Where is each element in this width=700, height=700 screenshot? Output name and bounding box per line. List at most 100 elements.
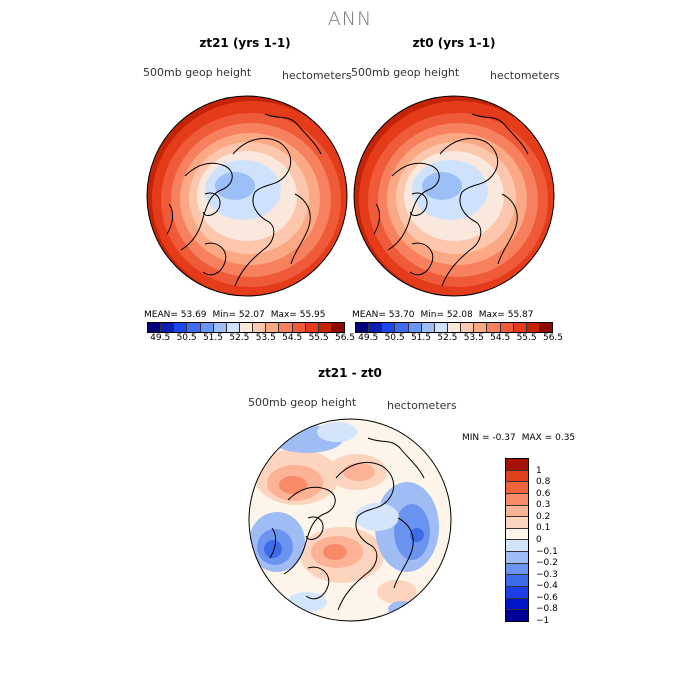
- diff-title: zt21 - zt0: [318, 366, 382, 380]
- panel-1-colorbar-tick-label: 55.5: [308, 333, 329, 343]
- diff-colorbar: [505, 458, 529, 622]
- diff-colorbar-swatch: [506, 470, 528, 483]
- panel-2-colorbar-tick-label: 53.5: [463, 333, 484, 343]
- panel-1-units: hectometers: [282, 69, 352, 82]
- diff-colorbar-tick-label: −0.3: [536, 569, 558, 580]
- diff-colorbar-swatch: [506, 587, 528, 599]
- coastline: [367, 437, 425, 479]
- diff-max: MAX = 0.35: [521, 433, 576, 443]
- diff-colorbar-swatch: [506, 552, 528, 564]
- panel-2-colorbar-swatch: [421, 323, 435, 332]
- panel-1-colorbar-swatch: [331, 323, 345, 332]
- coastline: [409, 242, 434, 276]
- coastline: [269, 527, 277, 559]
- panel-1-colorbar-swatch: [226, 323, 240, 332]
- coastline: [305, 566, 330, 600]
- panel-2-colorbar-swatch: [500, 323, 514, 332]
- diff-colorbar-swatch: [506, 610, 528, 621]
- map-boundary: [353, 95, 555, 297]
- panel-1-colorbar-tick-label: 54.5: [282, 333, 303, 343]
- panel-1-colorbar-tick-label: 56.5: [334, 333, 356, 343]
- panel-1-colorbar: 49.5 50.5 51.5 52.5 53.5 54.5 55.5 56.5: [147, 322, 355, 343]
- diff-colorbar-swatch: [506, 528, 528, 541]
- map-boundary: [248, 418, 452, 622]
- diff-colorbar-tick-label: 0.3: [536, 500, 551, 511]
- coastline: [335, 462, 395, 517]
- anomaly-region: [317, 422, 357, 442]
- diff-stats: MIN = -0.37 MAX = 0.35: [462, 433, 575, 443]
- coastline: [337, 515, 378, 611]
- anomaly-region: [388, 601, 416, 617]
- diff-colorbar-swatch: [506, 575, 528, 588]
- panel-1-colorbar-swatch: [174, 323, 188, 332]
- coastline: [234, 191, 275, 287]
- diff-colorbar-tick-label: 1: [536, 465, 542, 476]
- figure-title: ANN: [327, 8, 373, 30]
- coastline: [232, 138, 292, 193]
- panel-2-mean: MEAN= 53.70: [352, 310, 415, 320]
- panel-1-colorbar-swatch: [279, 323, 293, 332]
- diff-colorbar-tick-label: −0.4: [536, 581, 558, 592]
- panel-1-map: [145, 94, 349, 298]
- panel-2-colorbar-tick-label: 52.5: [437, 333, 458, 343]
- panel-2-colorbar-ticks: 49.5 50.5 51.5 52.5 53.5 54.5 55.5 56.5: [355, 333, 563, 343]
- panel-1-max: Max= 55.95: [270, 310, 326, 320]
- diff-colorbar-swatch: [506, 459, 528, 471]
- diff-polar-map: [248, 418, 452, 622]
- coastline: [497, 193, 518, 265]
- anomaly-region: [264, 540, 282, 558]
- diff-colorbar-tick-label: −0.8: [536, 604, 558, 615]
- panel-2-polar-map: [353, 95, 555, 297]
- panel-2-colorbar-swatch: [434, 323, 448, 332]
- panel-1-colorbar-swatch: [292, 323, 306, 332]
- panel-2-colorbar-swatch: [356, 323, 370, 332]
- panel-2-colorbar-swatch: [382, 323, 396, 332]
- diff-colorbar-swatches: [505, 458, 529, 622]
- diff-colorbar-swatch: [506, 482, 528, 494]
- coastline: [290, 193, 311, 265]
- panel-2-map: [352, 94, 556, 298]
- panel-1-colorbar-tick-label: 49.5: [150, 333, 171, 343]
- anomaly-region: [287, 592, 327, 612]
- panel-2-colorbar-tick-label: 55.5: [516, 333, 537, 343]
- diff-colorbar-tick-label: 0: [536, 535, 542, 545]
- diff-colorbar-swatch: [506, 505, 528, 518]
- panel-1-colorbar-swatch: [148, 323, 162, 332]
- anomaly-region: [279, 476, 307, 494]
- panel-1-colorbar-tick-label: 51.5: [202, 333, 224, 343]
- panel-2-colorbar-swatch: [539, 323, 553, 332]
- panel-2-colorbar-swatch: [513, 323, 527, 332]
- coastline: [202, 242, 227, 276]
- panel-1-variable: 500mb geop height: [143, 66, 252, 79]
- diff-colorbar-tick-label: 0.8: [536, 477, 551, 488]
- anomaly-region: [377, 580, 417, 604]
- panel-1-colorbar-swatches: [147, 322, 345, 333]
- panel-1-colorbar-ticks: 49.5 50.5 51.5 52.5 53.5 54.5 55.5 56.5: [147, 333, 355, 343]
- panel-2-colorbar: 49.5 50.5 51.5 52.5 53.5 54.5 55.5 56.5: [355, 322, 563, 343]
- coastline: [180, 162, 233, 251]
- panel-1-colorbar-swatch: [253, 323, 267, 332]
- panel-2-colorbar-swatch: [526, 323, 540, 332]
- diff-variable: 500mb geop height: [248, 396, 357, 409]
- coastline: [409, 192, 428, 216]
- coastline: [373, 203, 381, 235]
- panel-1-colorbar-swatch: [200, 323, 214, 332]
- panel-1-colorbar-swatch: [266, 323, 280, 332]
- diff-colorbar-swatch: [506, 563, 528, 576]
- diff-colorbar-tick-label: −0.1: [536, 546, 558, 557]
- diff-min: MIN = -0.37: [462, 433, 516, 443]
- panel-2-units: hectometers: [490, 69, 560, 82]
- coastline: [166, 203, 174, 235]
- panel-2-colorbar-swatch: [408, 323, 422, 332]
- diff-colorbar-tick-label: −0.6: [536, 592, 558, 603]
- coastline: [471, 113, 529, 155]
- diff-colorbar-ticks: 1 0.8 0.6 0.3 0.2 0.1 0 −0.1 −0.2 −0.3 −0.4 −0.6 −0.…: [536, 458, 576, 626]
- coastline: [305, 516, 324, 540]
- coastline: [283, 486, 336, 575]
- panel-2-colorbar-swatch: [395, 323, 409, 332]
- diff-colorbar-tick-label: 0.6: [536, 488, 551, 499]
- coastline: [202, 192, 221, 216]
- panel-2-variable: 500mb geop height: [351, 66, 460, 79]
- panel-1-stats: MEAN= 53.69 Min= 52.07 Max= 55.95: [144, 310, 325, 320]
- panel-2-colorbar-tick-label: 51.5: [410, 333, 432, 343]
